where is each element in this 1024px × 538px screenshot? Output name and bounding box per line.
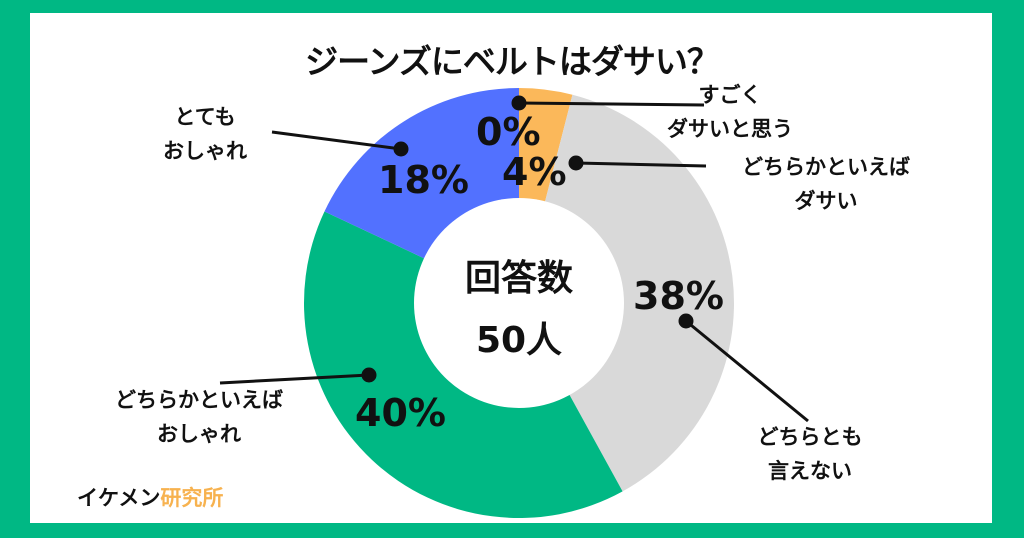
pct-somewhat-stylish: 40% (355, 391, 446, 435)
leader-line-very-lame (518, 101, 705, 107)
center-label-count: 50人 (475, 320, 563, 361)
label-neither: どちらとも 言えない (757, 425, 863, 483)
leader-line-neither (685, 319, 809, 423)
brand-name-part1: イケメン (77, 486, 161, 510)
leader-line-very-stylish (271, 130, 402, 151)
leader-dot-somewhat-lame (568, 155, 584, 171)
leader-dot-very-lame (511, 95, 527, 111)
center-label-title: 回答数 (464, 258, 573, 299)
leader-dot-neither (678, 313, 694, 329)
brand-name-part2: 研究所 (160, 486, 224, 510)
leader-line-somewhat-lame (575, 161, 707, 168)
label-somewhat-lame: どちらかといえば ダサい (742, 155, 910, 213)
pct-neither: 38% (633, 274, 724, 318)
chart-title: ジーンズにベルトはダサい？ (305, 42, 720, 81)
leader-dot-very-stylish (393, 141, 409, 157)
brand-logo: イケメン研究所 (77, 482, 223, 512)
leader-dot-somewhat-stylish (361, 367, 377, 383)
label-very-lame: すごく ダサいと思う (667, 83, 793, 141)
leader-line-somewhat-stylish (219, 373, 370, 385)
label-somewhat-stylish: どちらかといえば おしゃれ (115, 388, 283, 446)
donut-hole (414, 198, 624, 408)
label-very-stylish: とても おしゃれ (163, 105, 247, 163)
pct-very-stylish: 18% (378, 158, 469, 202)
pct-very-lame: 0% (476, 110, 541, 154)
pct-somewhat-lame: 4% (502, 150, 567, 194)
